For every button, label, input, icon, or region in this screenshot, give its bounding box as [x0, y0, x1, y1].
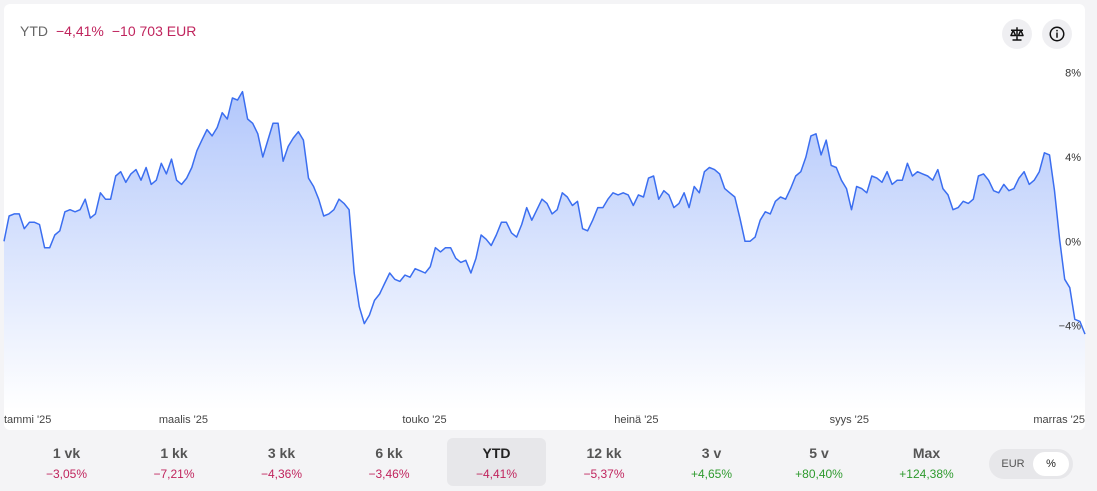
range-value: +124,38%	[899, 467, 954, 481]
range-max[interactable]: Max +124,38%	[877, 438, 976, 486]
range-value: −4,41%	[475, 467, 518, 481]
unit-eur-option[interactable]: EUR	[1001, 458, 1025, 470]
x-tick-label: syys '25	[830, 414, 869, 426]
range-value: −3,46%	[368, 467, 410, 481]
range-label: 1 kk	[160, 445, 188, 461]
range-selector: 1 vk −3,05% 1 kk −7,21% 3 kk −4,36% 6 kk −3,46%…	[0, 430, 1097, 491]
x-tick-label: tammi '25	[4, 414, 51, 426]
ytd-area-chart[interactable]: 8% 4% 0% −4% tammi '25 maalis '25 touko '25 hei…	[0, 0, 1097, 430]
performance-summary: YTD −4,41% −10 703 EUR	[20, 23, 196, 39]
unit-percent-option[interactable]: %	[1033, 452, 1069, 476]
range-value: +4,65%	[690, 467, 733, 481]
change-absolute: −10 703 EUR	[111, 23, 197, 39]
range-6-kk[interactable]: 6 kk −3,46%	[340, 438, 439, 486]
range-value: −5,37%	[583, 467, 625, 481]
y-tick-label: −4%	[1059, 321, 1082, 333]
x-tick-label: touko '25	[402, 414, 446, 426]
series-line	[3, 90, 1086, 335]
range-3-v[interactable]: 3 v +4,65%	[662, 438, 761, 486]
range-value: −3,05%	[45, 467, 88, 481]
change-percent: −4,41%	[56, 23, 104, 39]
area-fill	[4, 91, 1085, 410]
y-tick-label: 8%	[1065, 68, 1081, 80]
range-label: 3 v	[701, 445, 722, 461]
unit-toggle[interactable]: EUR %	[989, 449, 1073, 479]
y-tick-label: 0%	[1065, 236, 1081, 248]
x-tick-label: maalis '25	[159, 414, 208, 426]
period-label: YTD	[20, 23, 48, 39]
range-5-v[interactable]: 5 v +80,40%	[770, 438, 869, 486]
range-value: +80,40%	[795, 467, 843, 481]
range-label: 6 kk	[375, 445, 403, 461]
range-label: 1 vk	[52, 445, 81, 461]
range-label: YTD	[482, 445, 511, 461]
range-label: 5 v	[809, 445, 829, 461]
range-ytd[interactable]: YTD −4,41%	[447, 438, 546, 486]
range-1-kk[interactable]: 1 kk −7,21%	[125, 438, 224, 486]
range-value: −4,36%	[260, 467, 303, 481]
range-12-kk[interactable]: 12 kk −5,37%	[555, 438, 654, 486]
range-value: −7,21%	[153, 467, 195, 481]
range-label: Max	[912, 445, 941, 461]
range-label: 3 kk	[267, 445, 296, 461]
compare-button[interactable]	[1002, 19, 1032, 49]
y-tick-label: 4%	[1065, 152, 1081, 164]
info-icon	[1049, 26, 1065, 42]
info-button[interactable]	[1042, 19, 1072, 49]
range-1-vk[interactable]: 1 vk −3,05%	[17, 438, 116, 486]
x-tick-label: marras '25	[1033, 414, 1085, 426]
x-tick-label: heinä '25	[614, 414, 658, 426]
balance-scale-icon	[1010, 27, 1024, 41]
range-3-kk[interactable]: 3 kk −4,36%	[232, 438, 331, 486]
range-label: 12 kk	[586, 445, 622, 461]
